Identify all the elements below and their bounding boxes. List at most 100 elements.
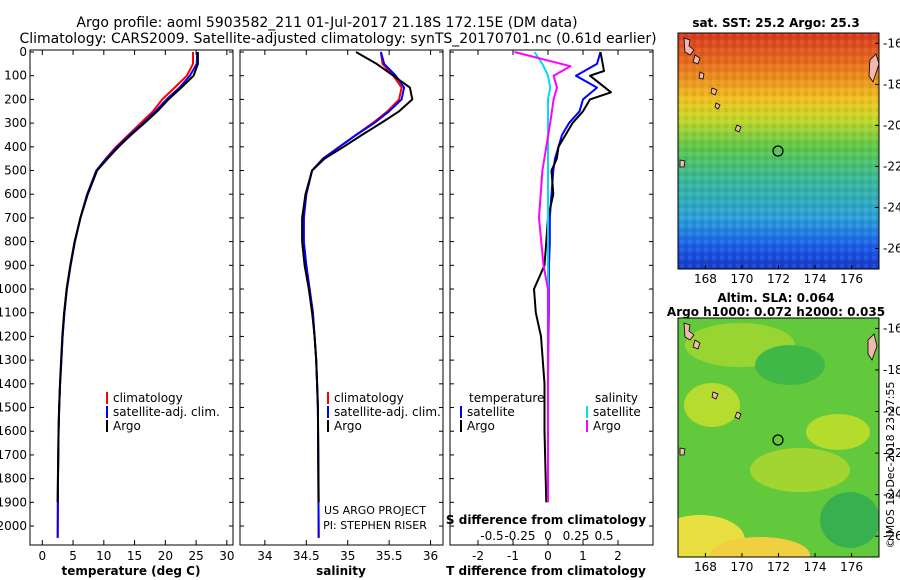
lat-tick-label: -24 — [883, 488, 900, 502]
sla-map-title: Altim. SLA: 0.064 — [717, 291, 834, 305]
temperature-plot — [56, 51, 199, 538]
depth-tick-label: 600 — [4, 187, 27, 201]
island-shape — [710, 87, 718, 96]
s-tick-label: 0.5 — [594, 529, 613, 543]
temperature-legend: climatology satellite-adj. clim. Argo — [106, 391, 220, 433]
depth-tick-label: 1500 — [0, 401, 27, 415]
depth-tick-label: 900 — [4, 258, 27, 272]
lat-tick-label: -18 — [883, 363, 900, 377]
series-line-salinity-argo — [514, 51, 572, 503]
lat-tick-label: -20 — [883, 405, 900, 419]
x-tick-label: 10 — [96, 549, 111, 563]
s-tick-label: -0.5 — [480, 529, 503, 543]
legend-s-argo: Argo — [593, 419, 621, 433]
depth-tick-label: 500 — [4, 164, 27, 178]
series-line-temperature-argo — [533, 51, 612, 503]
island-shape — [692, 339, 701, 350]
sst-map-axes: 168 170 172 174 176 -16 -18 -20 -22 -24 -26 — [694, 36, 900, 286]
depth-tick-label: 1200 — [0, 329, 27, 343]
lon-tick-label: 168 — [694, 560, 717, 574]
x-tick-label: 36 — [423, 549, 438, 563]
lon-tick-label: 176 — [840, 560, 863, 574]
island-shape — [679, 447, 686, 456]
salinity-panel — [239, 49, 444, 546]
depth-tick-label: 1800 — [0, 472, 27, 486]
depth-tick-label: 700 — [4, 211, 27, 225]
x-tick-label: 34 — [257, 549, 272, 563]
difference-xlabel: T difference from climatology — [446, 564, 646, 578]
sla-map-subtitle: Argo h1000: 0.072 h2000: 0.035 — [667, 305, 885, 319]
x-tick-label: 30 — [219, 549, 234, 563]
series-line-argo — [56, 52, 199, 503]
island-shape — [734, 411, 742, 420]
argo-float-marker — [772, 145, 784, 157]
lon-tick-label: 168 — [694, 272, 717, 286]
depth-tick-label: 0 — [19, 45, 27, 59]
argo-float-marker — [772, 434, 784, 446]
sla-map-axes: 168 170 172 174 176 -16 -18 -20 -22 -24 -26 — [694, 321, 900, 574]
lon-tick-label: 170 — [731, 272, 754, 286]
series-line-argo — [301, 51, 414, 503]
lon-tick-label: 174 — [804, 272, 827, 286]
lat-tick-label: -22 — [883, 159, 900, 173]
sla-blob — [750, 448, 850, 492]
panel-ticks: 0 5 10 15 20 25 30 34 34.5 35 35.5 36 -2 -1 0 1 2 -0.5 -0.… — [30, 50, 653, 563]
lon-tick-label: 170 — [731, 560, 754, 574]
difference-salinity-legend: salinity satellite Argo — [586, 391, 641, 433]
island-shape — [867, 333, 878, 361]
sst-map-title: sat. SST: 25.2 Argo: 25.3 — [692, 16, 859, 30]
x-tick-label: 2 — [614, 549, 622, 563]
island-shape — [868, 53, 880, 83]
depth-tick-label: 1600 — [0, 424, 27, 438]
depth-tick-label: 2000 — [0, 519, 27, 533]
lon-tick-label: 172 — [767, 560, 790, 574]
x-tick-label: 0 — [38, 549, 46, 563]
legend-climatology: climatology — [113, 391, 183, 405]
depth-tick-label: 200 — [4, 92, 27, 106]
sla-blob — [755, 345, 825, 385]
x-tick-label: -2 — [472, 549, 484, 563]
island-shape — [683, 37, 695, 56]
island-shape — [692, 54, 701, 65]
title-line-1: Argo profile: aoml 5903582_211 01-Jul-20… — [76, 15, 577, 31]
x-tick-label: 20 — [158, 549, 173, 563]
legend-argo: Argo — [334, 419, 362, 433]
pi-credit: PI: STEPHEN RISER — [323, 519, 427, 532]
depth-tick-label: 100 — [4, 69, 27, 83]
lon-tick-label: 174 — [804, 560, 827, 574]
sla-blob — [710, 537, 810, 557]
island-shape — [734, 124, 742, 133]
depth-tick-label: 1100 — [0, 306, 27, 320]
x-tick-label: 35 — [340, 549, 355, 563]
s-tick-label: -0.25 — [504, 529, 535, 543]
lat-tick-label: -22 — [883, 446, 900, 460]
lat-tick-label: -26 — [883, 529, 900, 543]
project-credit: US ARGO PROJECT — [324, 504, 426, 517]
island-shape — [698, 71, 705, 80]
lon-tick-label: 172 — [767, 272, 790, 286]
x-tick-label: 5 — [69, 549, 77, 563]
x-tick-label: 25 — [188, 549, 203, 563]
salinity-plot — [301, 51, 414, 538]
legend-t-satellite: satellite — [467, 405, 515, 419]
depth-tick-label: 1000 — [0, 282, 27, 296]
lat-tick-label: -16 — [883, 36, 900, 50]
legend-argo: Argo — [113, 419, 141, 433]
legend-climatology: climatology — [334, 391, 404, 405]
salinity-xlabel: salinity — [316, 564, 366, 578]
depth-tick-label: 1400 — [0, 377, 27, 391]
lat-tick-label: -24 — [883, 200, 900, 214]
sla-islands — [679, 322, 878, 456]
depth-tick-label: 1300 — [0, 353, 27, 367]
s-tick-label: 0.25 — [563, 529, 590, 543]
sst-islands — [679, 37, 880, 168]
lon-tick-label: 176 — [840, 272, 863, 286]
lat-tick-label: -16 — [883, 321, 900, 335]
island-shape — [714, 102, 721, 110]
depth-axis: 0 100 200 300 400 500 600 700 800 900 1000 1100 1200… — [0, 45, 27, 533]
legend-salinity-title: salinity — [595, 391, 638, 405]
temperature-panel — [29, 49, 234, 546]
depth-tick-label: 300 — [4, 116, 27, 130]
x-tick-label: 35.5 — [376, 549, 403, 563]
